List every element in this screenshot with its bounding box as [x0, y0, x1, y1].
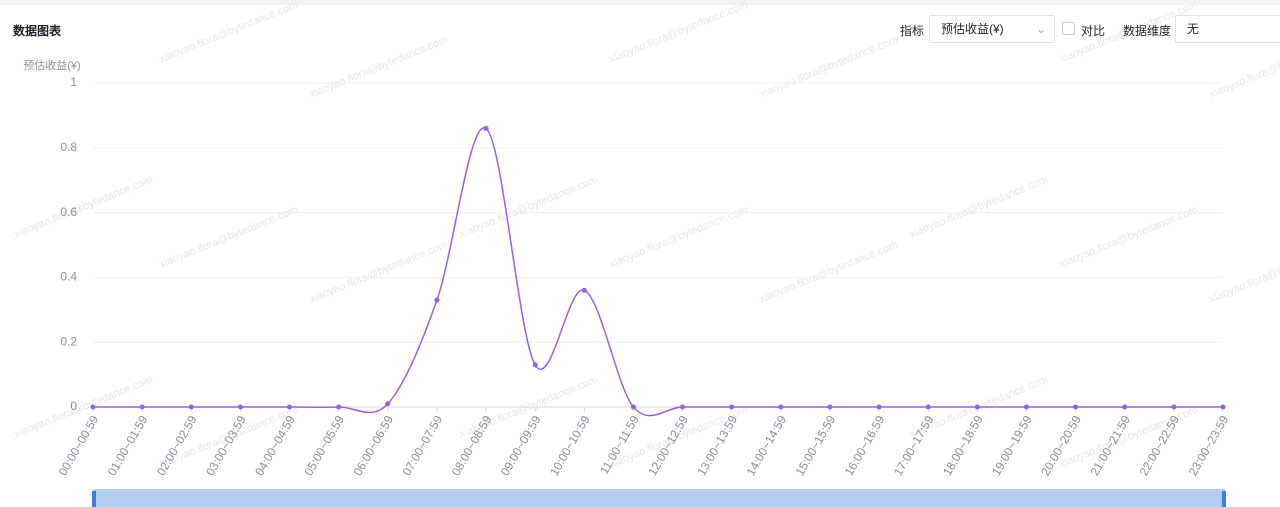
point [1023, 404, 1029, 410]
watermark: xiaoyao.flora@bytedance.com [758, 34, 900, 101]
x-tick-label: 10:00~10:59 [547, 413, 593, 478]
watermark: xiaoyao.flora@bytedance.com [1208, 34, 1280, 101]
point [237, 404, 243, 410]
data-zoom[interactable] [93, 489, 1225, 507]
point [1171, 404, 1177, 410]
point [1073, 404, 1079, 410]
y-axis-title: 预估收益(¥) [23, 58, 80, 72]
watermark: xiaoyao.flora@bytedance.com [13, 174, 155, 241]
y-tick-label: 1 [70, 75, 77, 89]
section-title: 数据图表 [13, 24, 62, 38]
watermark: xiaoyao.flora@bytedance.com [908, 174, 1050, 241]
x-tick-label: 23:00~23:59 [1186, 413, 1232, 478]
point [434, 297, 440, 303]
point [778, 404, 784, 410]
top-bar [0, 0, 1280, 5]
point [630, 404, 636, 410]
x-tick-label: 07:00~07:59 [400, 413, 446, 478]
x-tick-label: 17:00~17:59 [891, 413, 937, 478]
x-tick-label: 08:00~08:59 [449, 413, 495, 478]
watermark: xiaoyao.flora@bytedance.com [1208, 239, 1280, 306]
chevron: ⌄ [1035, 22, 1046, 36]
zoom-handle[interactable] [1222, 491, 1226, 507]
dimension-value: 无 [1187, 22, 1200, 36]
dimension-select[interactable]: 无 [1175, 15, 1280, 43]
x-tick-label: 14:00~14:59 [744, 413, 790, 478]
watermark: xiaoyao.flora@bytedance.com [1058, 404, 1200, 471]
compare-checkbox[interactable] [1062, 22, 1075, 35]
point [385, 401, 391, 407]
y-tick-label: 0.8 [60, 140, 77, 154]
watermark: xiaoyao.flora@bytedance.com [158, 0, 300, 65]
x-tick-label: 16:00~16:59 [842, 413, 888, 478]
watermark: xiaoyao.flora@bytedance.com [608, 0, 750, 65]
point [287, 404, 293, 410]
x-tick-label: 05:00~05:59 [301, 413, 347, 478]
watermark: xiaoyao.flora@bytedance.com [1058, 204, 1200, 271]
compare-label[interactable]: 对比 [1081, 24, 1106, 38]
y-tick-label: 0.6 [60, 205, 77, 219]
point [581, 287, 587, 293]
y-tick-label: 0.2 [60, 334, 77, 348]
y-tick-label: 0.4 [60, 270, 77, 284]
point [90, 404, 96, 410]
x-tick-label: 19:00~19:59 [989, 413, 1035, 478]
point [974, 404, 980, 410]
point [139, 404, 145, 410]
y-tick-label: 0 [70, 399, 77, 413]
dimension-label: 数据维度 [1123, 24, 1172, 38]
line [92, 127, 1223, 417]
point [1122, 404, 1128, 410]
watermark: xiaoyao.flora@bytedance.com [308, 239, 450, 306]
metric-select[interactable]: 预估收益(¥) ⌄ [929, 15, 1055, 43]
watermark: xiaoyao.flora@bytedance.com [158, 204, 300, 271]
point [188, 404, 194, 410]
watermark: xiaoyao.flora@bytedance.com [308, 34, 450, 101]
watermark: xiaoyao.flora@bytedance.com [458, 174, 600, 241]
metric-label: 指标 [900, 24, 925, 38]
x-tick-label: 01:00~01:59 [105, 413, 151, 478]
watermark: xiaoyao.flora@bytedance.com [758, 239, 900, 306]
point [876, 404, 882, 410]
point [336, 404, 342, 410]
point [827, 404, 833, 410]
point [729, 404, 735, 410]
point [925, 404, 931, 410]
zoom-handle[interactable] [92, 491, 96, 507]
metric-value: 预估收益(¥) [941, 22, 1004, 36]
point [680, 404, 686, 410]
x-tick-label: 15:00~15:59 [793, 413, 839, 478]
x-tick-label: 06:00~06:59 [350, 413, 396, 478]
x-tick-label: 00:00~00:59 [56, 413, 102, 478]
point [1220, 404, 1226, 410]
point [532, 362, 538, 368]
point [483, 125, 489, 131]
watermark: xiaoyao.flora@bytedance.com [608, 204, 750, 271]
